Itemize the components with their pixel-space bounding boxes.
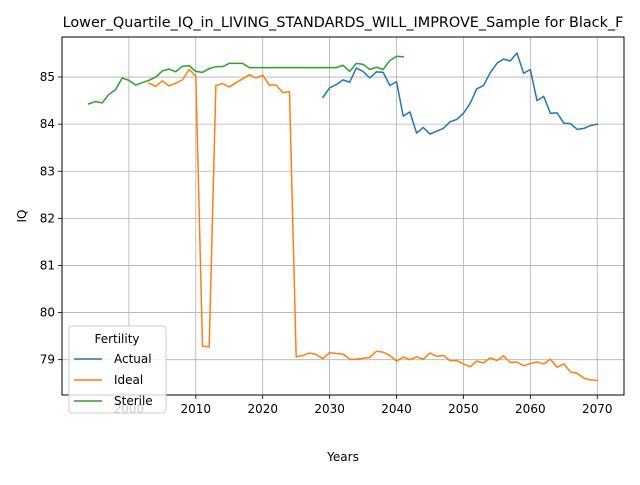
legend-title: Fertility (94, 332, 139, 346)
x-tick-label: 2050 (448, 402, 479, 416)
legend-entries: Actual Ideal Sterile (74, 352, 153, 408)
x-tick-label: 2070 (582, 402, 613, 416)
series-lines (87, 52, 599, 382)
series-line-sterile (87, 55, 405, 105)
y-tick-label: 82 (40, 211, 55, 225)
y-tick-label: 81 (40, 258, 55, 272)
x-axis-label: Years (326, 450, 359, 464)
y-tick-label: 83 (40, 164, 55, 178)
series-line-actual (321, 52, 599, 135)
y-tick-label: 79 (40, 353, 55, 367)
x-tick-label: 2030 (314, 402, 345, 416)
series-line-ideal (147, 68, 599, 382)
x-tick-label: 2060 (515, 402, 546, 416)
plot-area-frame (61, 36, 625, 396)
legend-label-actual: Actual (114, 352, 152, 366)
legend-label-ideal: Ideal (114, 373, 143, 387)
legend-box (68, 325, 167, 414)
chart-title: Lower_Quartile_IQ_in_LIVING_STANDARDS_WI… (63, 15, 624, 31)
x-tick-label: 2040 (381, 402, 412, 416)
y-tick-label: 85 (40, 70, 55, 84)
y-tick-label: 80 (40, 306, 55, 320)
legend: Fertility Actual Ideal Sterile (68, 325, 167, 414)
y-axis-label: IQ (15, 210, 29, 223)
x-tick-label: 2010 (181, 402, 212, 416)
y-tick-label: 84 (40, 117, 55, 131)
x-tick-label: 2020 (247, 402, 278, 416)
legend-label-sterile: Sterile (114, 394, 153, 408)
